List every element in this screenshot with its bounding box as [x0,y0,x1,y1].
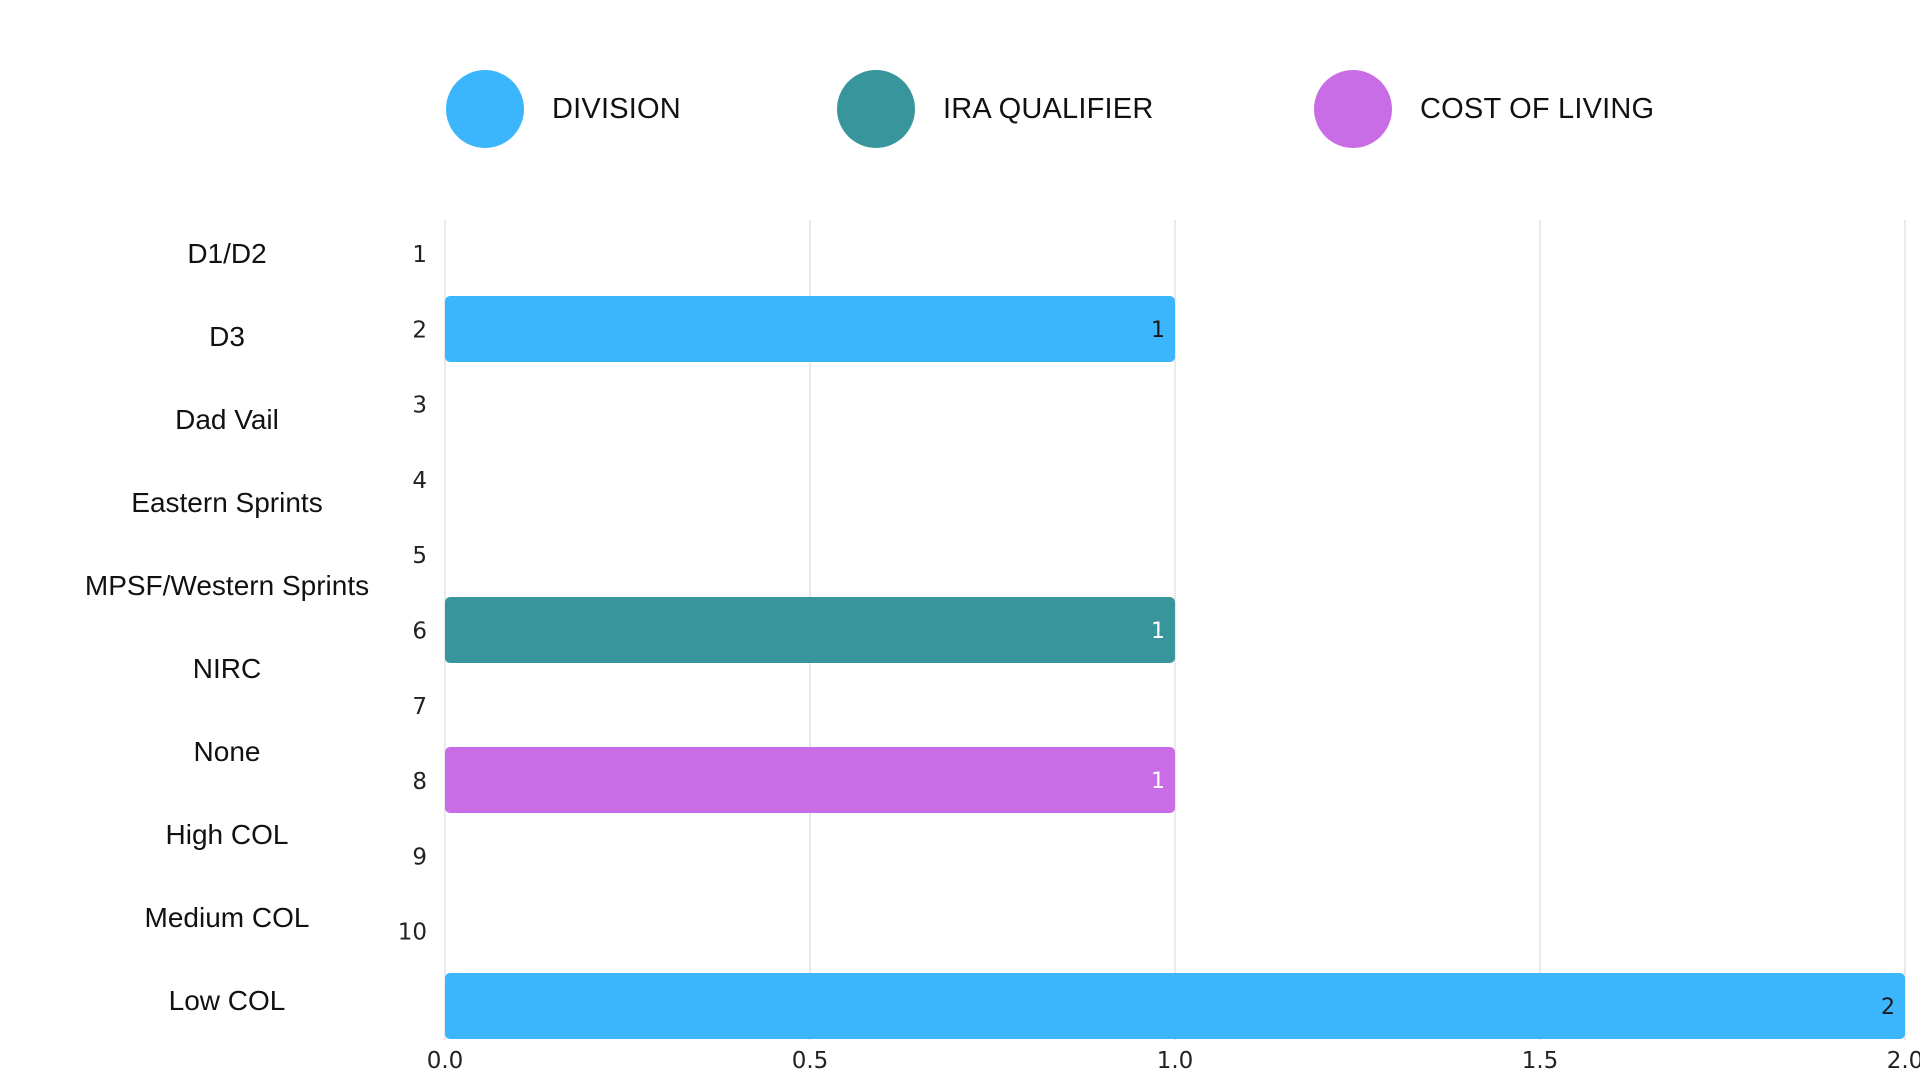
category-label: Dad Vail [175,404,279,435]
legend-label-cost-of-living: COST OF LIVING [1420,92,1655,125]
legend-item-division[interactable]: DIVISION [446,70,681,148]
row-number-label: 8 [412,769,427,795]
row-number-label: 7 [412,694,427,720]
bar-value-label: 1 [1151,769,1165,794]
row-number-label: 1 [412,242,427,268]
category-label: MPSF/Western Sprints [85,570,369,601]
row-number-label: 10 [398,920,427,946]
bar-value-label: 2 [1881,995,1895,1020]
category-label: None [194,736,261,767]
row-number-label: 2 [412,317,427,343]
bar-1 [445,296,1175,362]
bar-value-label: 1 [1151,318,1165,343]
x-tick-label: 1.0 [1157,1048,1194,1074]
bar-3 [445,747,1175,813]
x-tick-label: 2.0 [1887,1048,1920,1074]
legend-label-ira-qualifier: IRA QUALIFIER [943,92,1154,125]
category-label: Low COL [169,985,286,1016]
category-label: D3 [209,321,245,352]
category-label: Eastern Sprints [131,487,322,518]
x-tick-label: 0.0 [427,1048,464,1074]
legend: DIVISION IRA QUALIFIER COST OF LIVING [446,70,1746,148]
category-label: D1/D2 [187,238,266,269]
legend-swatch-ira-qualifier [837,70,915,148]
x-tick-label: 1.5 [1522,1048,1559,1074]
row-number-label: 9 [412,844,427,870]
category-label: Medium COL [145,902,310,933]
bar-value-label: 1 [1151,619,1165,644]
row-number-label: 5 [412,543,427,569]
bar-2 [445,597,1175,663]
legend-item-cost-of-living[interactable]: COST OF LIVING [1314,70,1654,148]
row-number-label: 4 [412,468,427,494]
legend-item-ira-qualifier[interactable]: IRA QUALIFIER [837,70,1154,148]
row-number-label: 3 [412,393,427,419]
category-label: NIRC [193,653,261,684]
row-number-label: 6 [412,619,427,645]
bar-4 [445,973,1905,1039]
category-label: High COL [166,819,289,850]
legend-swatch-cost-of-living [1314,70,1392,148]
x-tick-label: 0.5 [792,1048,829,1074]
legend-label-division: DIVISION [552,92,681,125]
legend-swatch-division [446,70,524,148]
